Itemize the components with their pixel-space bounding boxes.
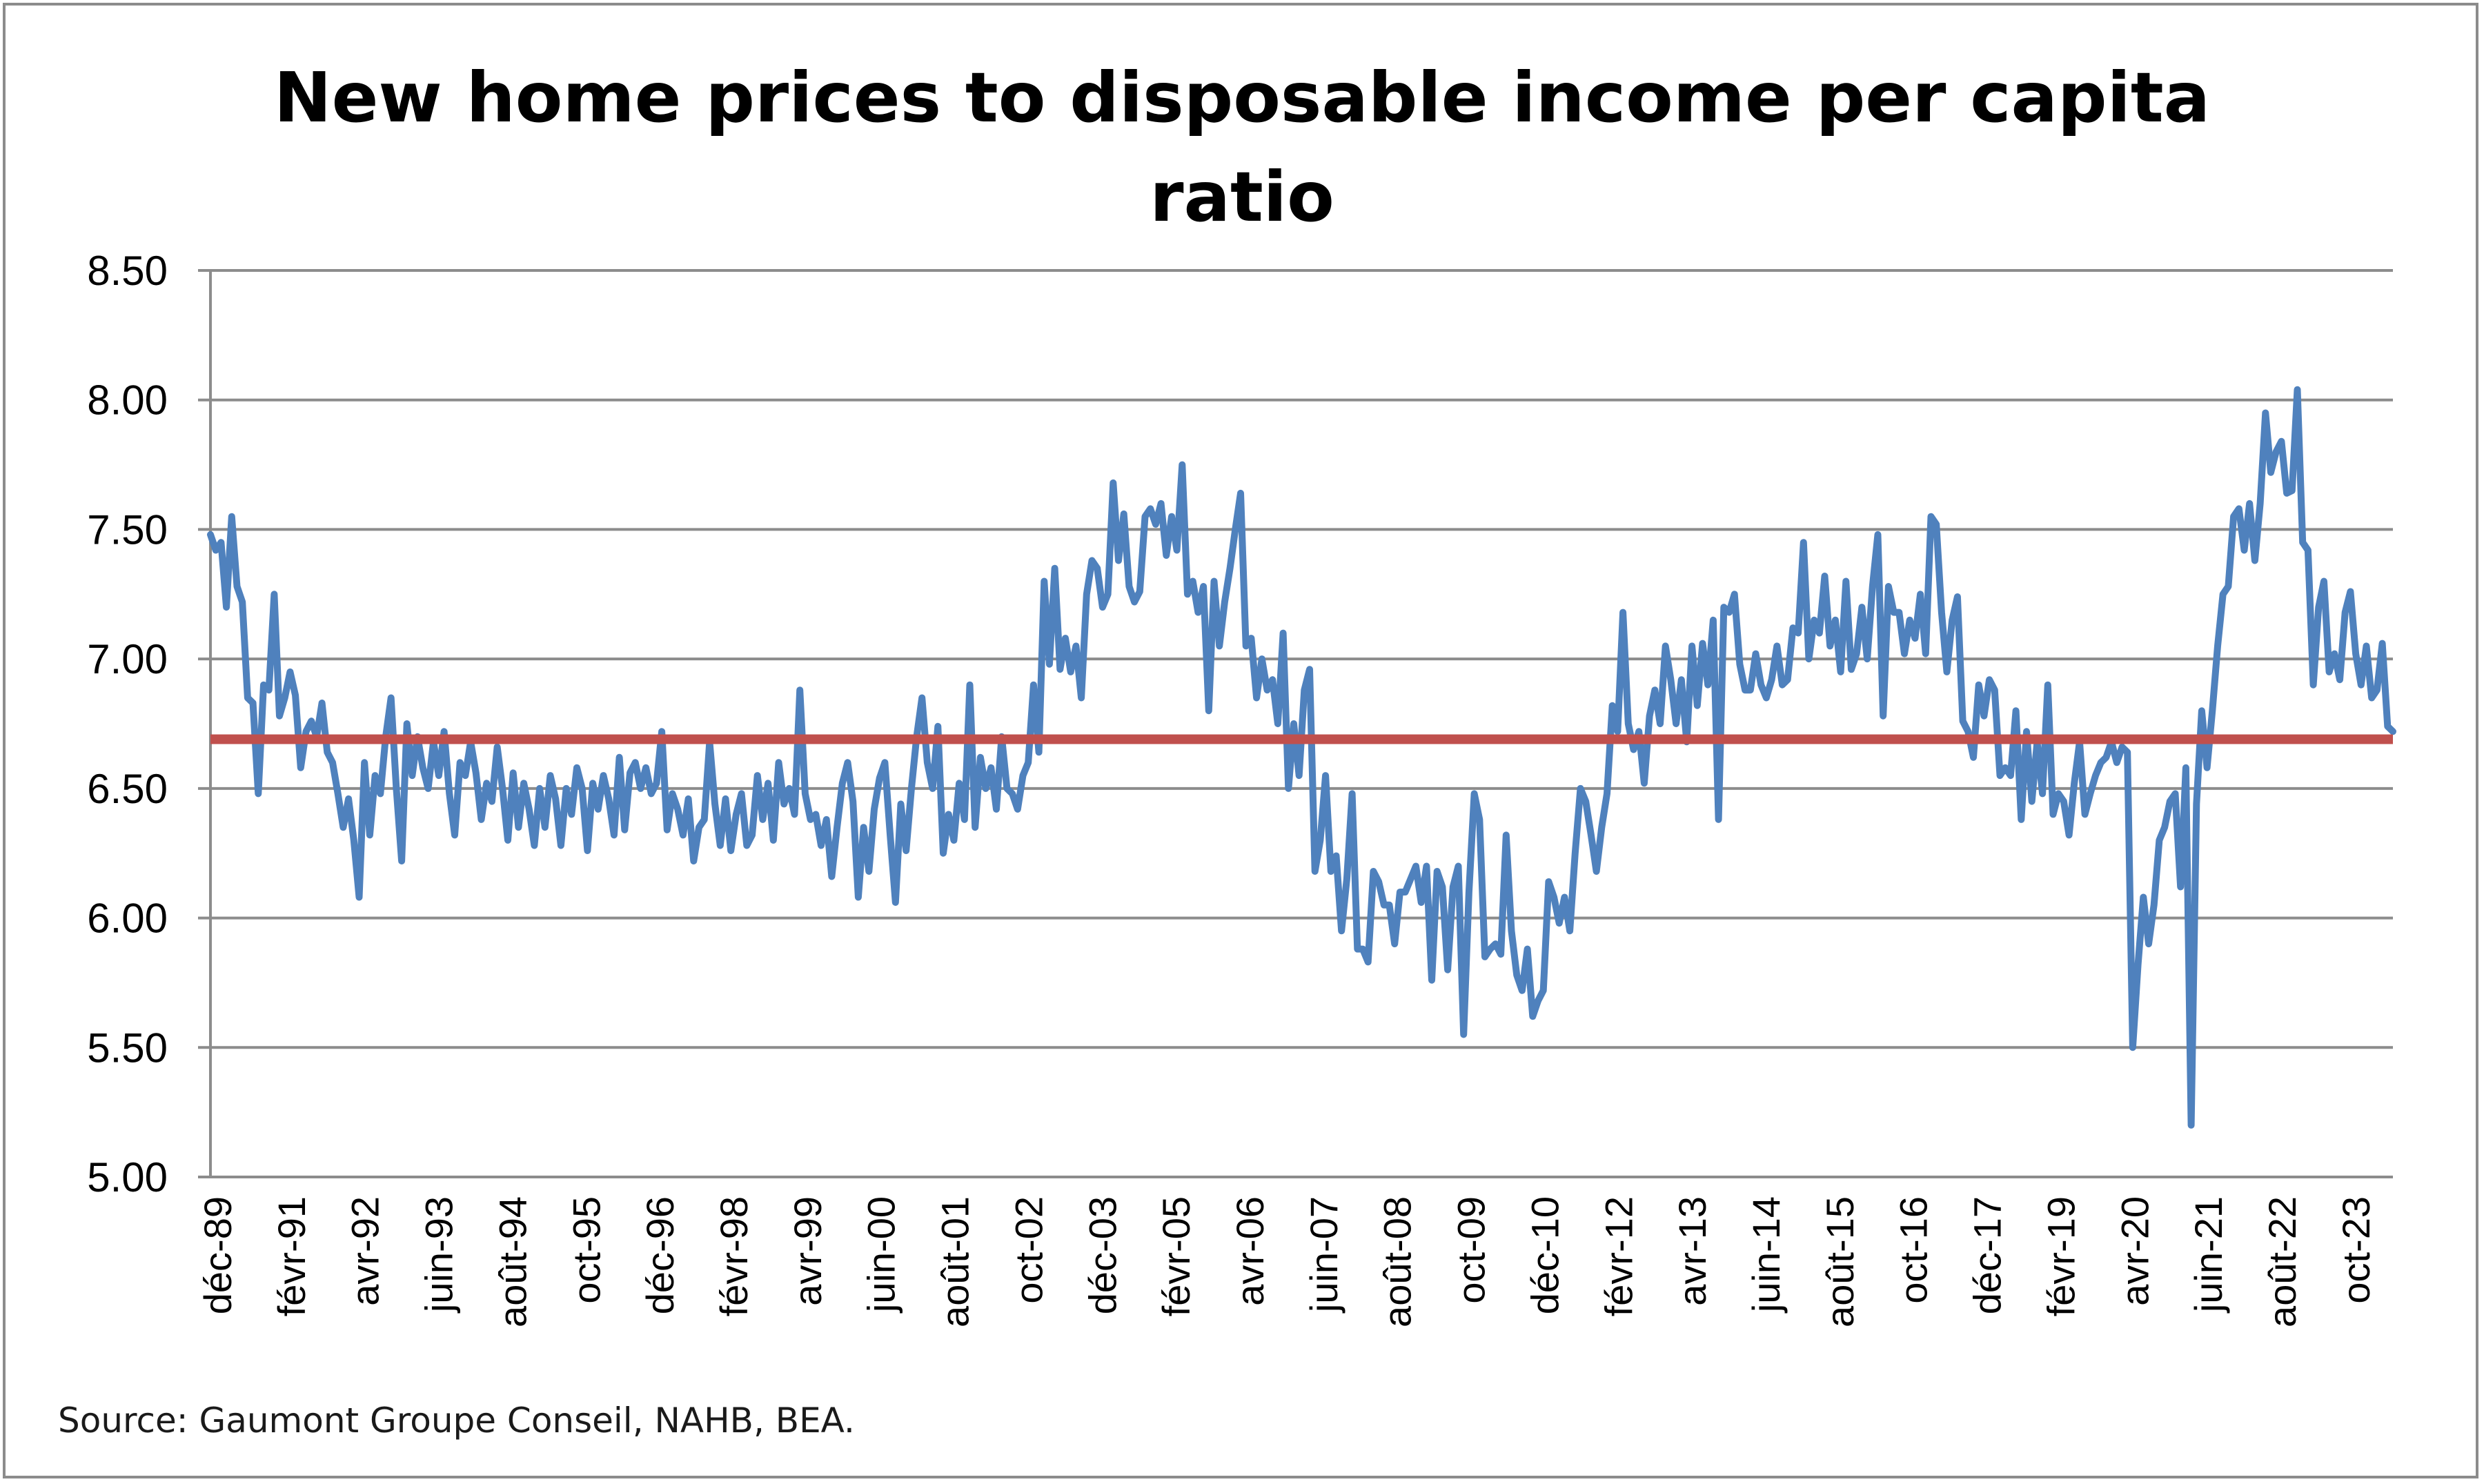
y-tick-label: 5.00	[87, 1154, 168, 1200]
x-tick-labels: déc-89 févr-91 avr-92 juin-93 août-94 oct-95 d…	[196, 1196, 2378, 1327]
axes	[198, 269, 2393, 1178]
x-tick-label: août-15	[1818, 1196, 1862, 1327]
x-tick-label: juin-00	[860, 1196, 903, 1314]
x-tick-label: avr-92	[344, 1196, 387, 1306]
chart-title: New home prices to disposable income per…	[273, 57, 2211, 237]
x-tick-label: févr-12	[1597, 1196, 1640, 1316]
x-tick-label: avr-06	[1228, 1196, 1272, 1306]
x-tick-label: févr-91	[270, 1196, 313, 1316]
x-tick-label: oct-95	[564, 1196, 608, 1304]
x-tick-label: oct-09	[1450, 1196, 1493, 1304]
y-tick-label: 8.50	[87, 248, 168, 294]
x-tick-label: juin-93	[417, 1196, 461, 1314]
x-tick-label: oct-02	[1007, 1196, 1050, 1304]
x-tick-label: juin-14	[1744, 1196, 1788, 1314]
series-lines	[207, 386, 2396, 1129]
x-tick-label: déc-03	[1081, 1196, 1124, 1314]
x-tick-label: juin-07	[1302, 1196, 1346, 1314]
x-tick-label: févr-98	[712, 1196, 756, 1316]
y-tick-label: 7.50	[87, 506, 168, 553]
x-tick-label: févr-05	[1154, 1196, 1198, 1316]
chart-frame	[3, 3, 2478, 1478]
x-tick-label: déc-10	[1523, 1196, 1566, 1314]
x-tick-label: déc-89	[196, 1196, 239, 1314]
x-tick-label: avr-20	[2113, 1196, 2156, 1306]
x-tick-label: oct-23	[2334, 1196, 2378, 1304]
y-tick-labels: 5.00 5.50 6.00 6.50 7.00 7.50 8.00 8.50	[87, 248, 168, 1200]
x-tick-label: août-22	[2260, 1196, 2304, 1327]
x-tick-label: juin-21	[2187, 1196, 2230, 1314]
y-tick-label: 6.00	[87, 896, 168, 942]
x-tick-label: févr-19	[2039, 1196, 2082, 1316]
series-line-ratio	[207, 386, 2396, 1129]
x-tick-label: août-94	[491, 1196, 534, 1327]
x-tick-label: déc-17	[1966, 1196, 2009, 1314]
x-tick-label: avr-99	[786, 1196, 829, 1306]
x-tick-label: déc-96	[638, 1196, 682, 1314]
y-tick-label: 7.00	[87, 636, 168, 682]
x-tick-label: avr-13	[1670, 1196, 1714, 1306]
source-note: Source: Gaumont Groupe Conseil, NAHB, BE…	[58, 1401, 855, 1441]
y-tick-label: 6.50	[87, 766, 168, 812]
y-tick-label: 5.50	[87, 1025, 168, 1071]
x-tick-label: oct-16	[1892, 1196, 1935, 1304]
y-tick-label: 8.00	[87, 377, 168, 424]
x-tick-label: août-08	[1376, 1196, 1419, 1327]
x-tick-label: août-01	[934, 1196, 977, 1327]
